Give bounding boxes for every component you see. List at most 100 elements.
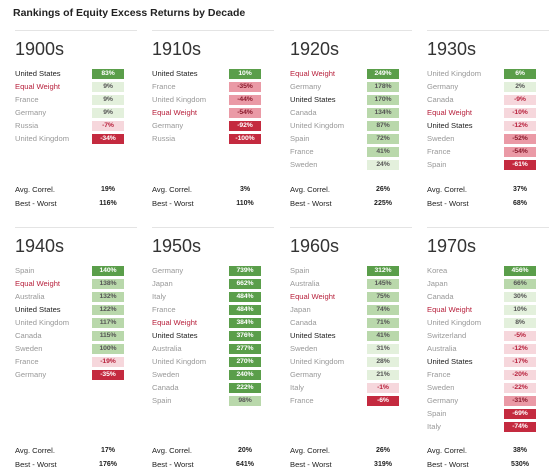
return-value-cell: -5% xyxy=(504,331,536,341)
return-value-cell: -61% xyxy=(504,160,536,170)
country-name: Spain xyxy=(427,160,447,169)
avg-correl-row: Avg. Correl. 38% xyxy=(427,445,549,457)
country-name: Equal Weight xyxy=(152,108,198,117)
page-title: Rankings of Equity Excess Returns by Dec… xyxy=(13,7,246,19)
country-name: United Kingdom xyxy=(290,121,345,130)
decade-heading: 1940s xyxy=(15,236,65,256)
country-name: United Kingdom xyxy=(427,318,482,327)
return-value-cell: -92% xyxy=(229,121,261,131)
country-name: United States xyxy=(290,95,336,104)
decade-heading: 1900s xyxy=(15,39,65,59)
country-name: Equal Weight xyxy=(290,292,336,301)
return-value-cell: 270% xyxy=(229,357,261,367)
decade-heading: 1930s xyxy=(427,39,477,59)
panel-divider xyxy=(152,227,274,228)
best-worst-value: 225% xyxy=(374,200,392,207)
country-name: Sweden xyxy=(427,383,455,392)
ranking-row: Germany 2% xyxy=(427,81,549,93)
ranking-row: Canada 71% xyxy=(290,317,412,329)
ranking-row: Japan 66% xyxy=(427,278,549,290)
country-name: United States xyxy=(15,305,61,314)
return-value-cell: 140% xyxy=(92,266,124,276)
ranking-row: United States 83% xyxy=(15,68,137,80)
best-worst-label: Best - Worst xyxy=(427,199,469,208)
best-worst-label: Best - Worst xyxy=(290,460,332,469)
ranking-row: United States 170% xyxy=(290,94,412,106)
return-value-cell: 132% xyxy=(92,292,124,302)
country-name: France xyxy=(427,147,451,156)
country-name: Sweden xyxy=(152,370,180,379)
ranking-row: Germany -31% xyxy=(427,395,549,407)
return-value-cell: 138% xyxy=(92,279,124,289)
return-value-cell: 484% xyxy=(229,292,261,302)
panel-divider xyxy=(427,227,549,228)
return-value-cell: 122% xyxy=(92,305,124,315)
return-value-cell: 87% xyxy=(367,121,399,131)
country-name: France xyxy=(152,82,176,91)
panel-divider xyxy=(152,30,274,31)
avg-correl-row: Avg. Correl. 37% xyxy=(427,184,549,196)
ranking-row: France -20% xyxy=(427,369,549,381)
return-value-cell: -17% xyxy=(504,357,536,367)
avg-correl-label: Avg. Correl. xyxy=(290,446,330,455)
ranking-row: France 41% xyxy=(290,146,412,158)
avg-correl-row: Avg. Correl. 19% xyxy=(15,184,137,196)
ranking-row: Germany -92% xyxy=(152,120,274,132)
country-name: Italy xyxy=(290,383,304,392)
country-name: Korea xyxy=(427,266,448,275)
return-value-cell: -10% xyxy=(504,108,536,118)
country-name: United States xyxy=(290,331,336,340)
return-value-cell: 28% xyxy=(367,357,399,367)
avg-correl-value: 17% xyxy=(100,447,115,454)
ranking-row: France 484% xyxy=(152,304,274,316)
country-name: Germany xyxy=(15,108,47,117)
ranking-row: United Kingdom 8% xyxy=(427,317,549,329)
ranking-row: United Kingdom 87% xyxy=(290,120,412,132)
decade-heading: 1910s xyxy=(152,39,202,59)
country-name: Equal Weight xyxy=(15,82,61,91)
return-value-cell: 98% xyxy=(229,396,261,406)
best-worst-label: Best - Worst xyxy=(15,199,57,208)
best-worst-value: 110% xyxy=(236,200,254,207)
avg-correl-row: Avg. Correl. 26% xyxy=(290,184,412,196)
ranking-row: Russia -7% xyxy=(15,120,137,132)
country-name: United Kingdom xyxy=(15,318,70,327)
ranking-row: United Kingdom 270% xyxy=(152,356,274,368)
best-worst-label: Best - Worst xyxy=(152,460,194,469)
avg-correl-label: Avg. Correl. xyxy=(15,185,55,194)
country-name: Italy xyxy=(152,292,166,301)
ranking-row: United States 122% xyxy=(15,304,137,316)
ranking-row: Equal Weight -10% xyxy=(427,107,549,119)
return-value-cell: 662% xyxy=(229,279,261,289)
return-value-cell: 41% xyxy=(367,147,399,157)
country-name: Equal Weight xyxy=(427,305,473,314)
ranking-row: Canada 222% xyxy=(152,382,274,394)
return-value-cell: -1% xyxy=(367,383,399,393)
best-worst-row: Best - Worst 225% xyxy=(290,198,412,210)
country-name: United Kingdom xyxy=(152,95,207,104)
country-name: Sweden xyxy=(290,344,318,353)
country-name: France xyxy=(290,147,314,156)
return-value-cell: 10% xyxy=(229,69,261,79)
avg-correl-value: 38% xyxy=(512,447,527,454)
country-name: Canada xyxy=(290,318,317,327)
decade-heading: 1920s xyxy=(290,39,340,59)
country-name: Canada xyxy=(290,108,317,117)
ranking-row: Canada 30% xyxy=(427,291,549,303)
best-worst-row: Best - Worst 641% xyxy=(152,459,274,471)
return-value-cell: 83% xyxy=(92,69,124,79)
return-value-cell: 117% xyxy=(92,318,124,328)
return-value-cell: 249% xyxy=(367,69,399,79)
ranking-row: Italy 484% xyxy=(152,291,274,303)
country-name: Sweden xyxy=(427,134,455,143)
best-worst-value: 641% xyxy=(236,461,254,468)
return-value-cell: -34% xyxy=(92,134,124,144)
return-value-cell: 222% xyxy=(229,383,261,393)
ranking-row: France -19% xyxy=(15,356,137,368)
ranking-row: France -35% xyxy=(152,81,274,93)
country-name: Germany xyxy=(152,266,184,275)
ranking-row: Spain 72% xyxy=(290,133,412,145)
ranking-row: United States -12% xyxy=(427,120,549,132)
ranking-row: United Kingdom -44% xyxy=(152,94,274,106)
country-name: Australia xyxy=(15,292,45,301)
